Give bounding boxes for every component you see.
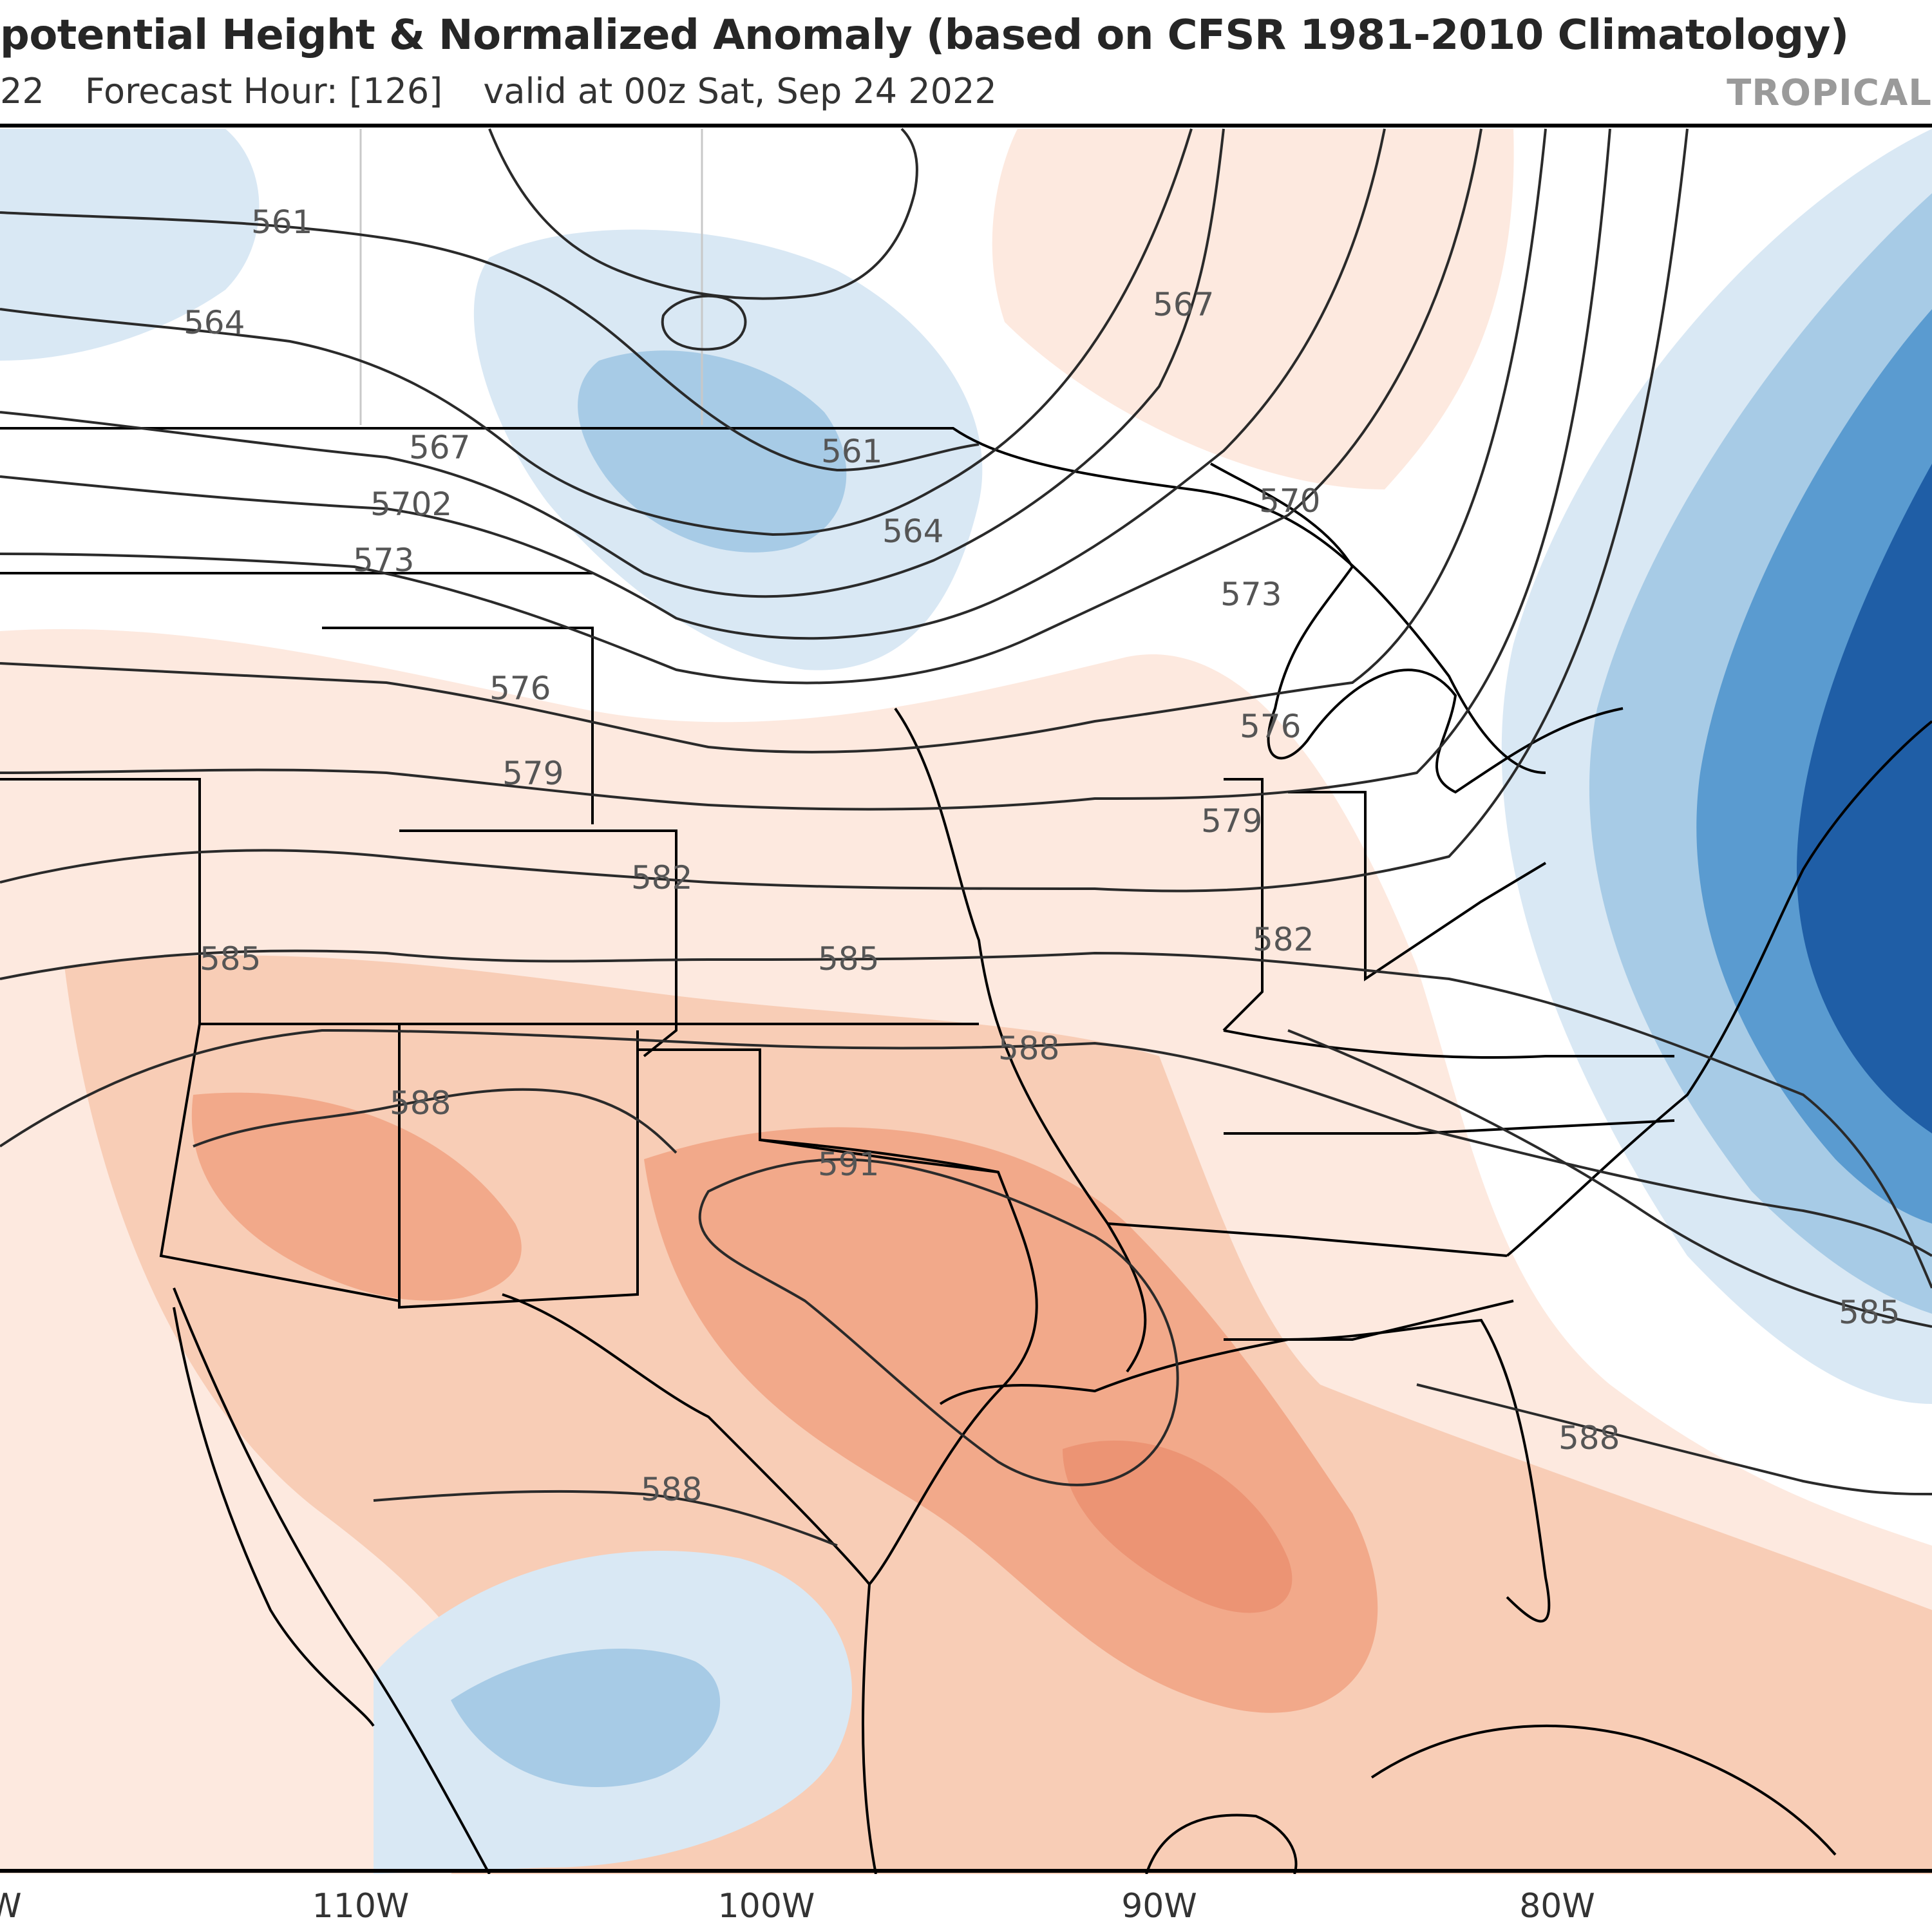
contour-label: 588 bbox=[1558, 1419, 1620, 1457]
contour-579 bbox=[0, 128, 1611, 811]
contour-label: 579 bbox=[1201, 802, 1262, 840]
state-line-east-3 bbox=[1288, 791, 1547, 981]
contour-label: 585 bbox=[200, 940, 261, 978]
contour-label: 564 bbox=[882, 513, 943, 550]
longitude-label: 90W bbox=[1121, 1887, 1197, 1926]
contour-label: 579 bbox=[502, 755, 564, 792]
anomaly-positive-max bbox=[1063, 1440, 1293, 1613]
anomaly-negative-north-mid bbox=[578, 350, 847, 553]
contour-585-east bbox=[1287, 1029, 1932, 1328]
contour-591 bbox=[698, 1158, 1179, 1486]
contour-570 bbox=[0, 128, 1386, 640]
contour-label: 588 bbox=[641, 1471, 702, 1508]
contour-label: 573 bbox=[1220, 576, 1282, 613]
gulf-coast bbox=[939, 1318, 1551, 1623]
contour-label: 582 bbox=[631, 859, 692, 896]
contour-585 bbox=[0, 949, 1932, 1289]
contour-label: 573 bbox=[353, 542, 414, 579]
contour-label: 576 bbox=[1240, 708, 1301, 745]
anomaly-negative-nw bbox=[0, 129, 260, 361]
height-anomaly-map: 561 564 567 5702 573 576 579 582 585 585… bbox=[0, 122, 1932, 1874]
longitude-label: 110W bbox=[312, 1887, 410, 1926]
contour-label: 582 bbox=[1253, 921, 1314, 958]
mexico-west-coast bbox=[173, 1287, 491, 1874]
yucatan bbox=[1145, 1814, 1298, 1874]
contour-582 bbox=[0, 128, 1689, 893]
contour-564-nw bbox=[0, 128, 1193, 536]
state-line-georgia bbox=[1224, 1300, 1514, 1341]
contour-label: 576 bbox=[489, 670, 551, 707]
state-line-southeast bbox=[1224, 1119, 1675, 1135]
contour-588 bbox=[0, 1028, 1932, 1257]
longitude-label: 100W bbox=[717, 1887, 815, 1926]
contour-label: 561 bbox=[251, 204, 312, 241]
contour-588-sw bbox=[193, 1088, 677, 1154]
contour-low-center bbox=[661, 294, 747, 351]
init-date-fragment: 22 bbox=[0, 71, 44, 111]
negative-anomaly-shading bbox=[0, 129, 1932, 1874]
longitude-label: 80W bbox=[1519, 1887, 1595, 1926]
contour-label: 588 bbox=[998, 1030, 1059, 1067]
contour-label: 591 bbox=[818, 1146, 879, 1183]
contour-label: 5702 bbox=[370, 486, 452, 523]
east-coast bbox=[1506, 720, 1932, 1257]
brand-watermark: TROPICAL bbox=[1727, 72, 1932, 114]
state-line-east-1 bbox=[1107, 1222, 1508, 1257]
baja-coast bbox=[173, 1307, 375, 1727]
great-lakes bbox=[1210, 462, 1624, 794]
contour-561-nw bbox=[0, 211, 980, 472]
contour-labels: 561 564 567 5702 573 576 579 582 585 585… bbox=[184, 204, 1900, 1508]
anomaly-positive-sw bbox=[191, 1092, 522, 1301]
contour-573 bbox=[0, 128, 1482, 685]
contour-label: 567 bbox=[409, 429, 470, 466]
state-line-north-2 bbox=[322, 627, 594, 824]
state-line-plains bbox=[399, 829, 677, 1057]
contour-label: 588 bbox=[390, 1084, 451, 1122]
contour-label: 564 bbox=[184, 304, 245, 341]
anomaly-negative-south-mid bbox=[451, 1649, 721, 1787]
state-line-ohio bbox=[1223, 1029, 1674, 1059]
contour-label: 567 bbox=[1153, 286, 1214, 323]
contour-label: 561 bbox=[821, 433, 882, 470]
state-line-texas bbox=[502, 1139, 1038, 1587]
mexico-east-coast bbox=[862, 1584, 877, 1874]
contour-576 bbox=[0, 128, 1547, 753]
longitude-label: W bbox=[0, 1887, 22, 1926]
contour-label: 570 bbox=[1259, 482, 1320, 520]
contour-588-mexico bbox=[373, 1490, 838, 1547]
height-contours bbox=[0, 128, 1932, 1547]
contour-588-south bbox=[1416, 1383, 1932, 1495]
anomaly-negative-east-max bbox=[1797, 464, 1932, 1133]
contour-label: 585 bbox=[818, 940, 879, 978]
canada-us-border bbox=[0, 427, 1546, 774]
cuba bbox=[1370, 1725, 1837, 1856]
valid-time: valid at 00z Sat, Sep 24 2022 bbox=[483, 71, 997, 111]
forecast-hour: Forecast Hour: [126] bbox=[84, 71, 443, 111]
longitude-gridlines bbox=[359, 129, 703, 425]
state-line-east-2 bbox=[1222, 778, 1264, 1032]
map-title: potential Height & Normalized Anomaly (b… bbox=[0, 12, 1849, 59]
contour-label: 585 bbox=[1839, 1294, 1900, 1331]
state-line-mississippi bbox=[894, 707, 1147, 1373]
contour-561-ring bbox=[488, 128, 918, 300]
political-boundaries bbox=[0, 427, 1932, 1874]
contour-567 bbox=[0, 128, 1225, 598]
forecast-info: 22 Forecast Hour: [126] valid at 00z Sat… bbox=[0, 71, 997, 111]
